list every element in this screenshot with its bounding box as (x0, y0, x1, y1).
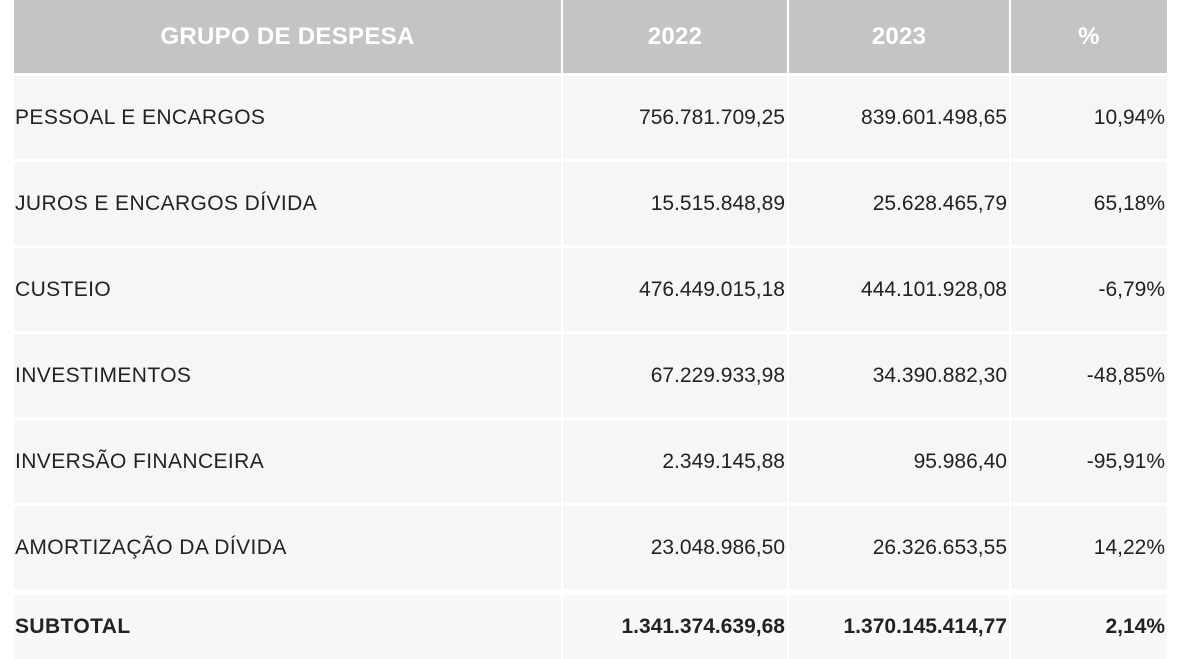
cell-2022: 476.449.015,18 (561, 245, 787, 331)
table-row: PESSOAL E ENCARGOS 756.781.709,25 839.60… (14, 73, 1167, 159)
cell-group: JUROS E ENCARGOS DÍVIDA (14, 159, 561, 245)
cell-2023: 839.601.498,65 (787, 73, 1009, 159)
cell-percent: 14,22% (1009, 503, 1167, 589)
subtotal-label: SUBTOTAL (14, 589, 561, 659)
subtotal-2023: 1.370.145.414,77 (787, 589, 1009, 659)
table-row: CUSTEIO 476.449.015,18 444.101.928,08 -6… (14, 245, 1167, 331)
cell-2022: 23.048.986,50 (561, 503, 787, 589)
cell-2023: 95.986,40 (787, 417, 1009, 503)
header-2022: 2022 (561, 0, 787, 73)
cell-2023: 34.390.882,30 (787, 331, 1009, 417)
cell-2022: 15.515.848,89 (561, 159, 787, 245)
cell-group: PESSOAL E ENCARGOS (14, 73, 561, 159)
cell-2022: 2.349.145,88 (561, 417, 787, 503)
cell-2022: 756.781.709,25 (561, 73, 787, 159)
cell-group: INVESTIMENTOS (14, 331, 561, 417)
table-header: GRUPO DE DESPESA 2022 2023 % (14, 0, 1167, 73)
cell-2023: 25.628.465,79 (787, 159, 1009, 245)
table-row: INVESTIMENTOS 67.229.933,98 34.390.882,3… (14, 331, 1167, 417)
subtotal-2022: 1.341.374.639,68 (561, 589, 787, 659)
subtotal-percent: 2,14% (1009, 589, 1167, 659)
cell-2023: 444.101.928,08 (787, 245, 1009, 331)
cell-group: INVERSÃO FINANCEIRA (14, 417, 561, 503)
table-row: JUROS E ENCARGOS DÍVIDA 15.515.848,89 25… (14, 159, 1167, 245)
cell-2023: 26.326.653,55 (787, 503, 1009, 589)
cell-percent: -6,79% (1009, 245, 1167, 331)
expense-table-container: GRUPO DE DESPESA 2022 2023 % PESSOAL E E… (14, 0, 1167, 659)
cell-percent: 10,94% (1009, 73, 1167, 159)
cell-2022: 67.229.933,98 (561, 331, 787, 417)
header-2023: 2023 (787, 0, 1009, 73)
table-body: PESSOAL E ENCARGOS 756.781.709,25 839.60… (14, 73, 1167, 659)
header-row: GRUPO DE DESPESA 2022 2023 % (14, 0, 1167, 73)
subtotal-row: SUBTOTAL 1.341.374.639,68 1.370.145.414,… (14, 589, 1167, 659)
cell-percent: -48,85% (1009, 331, 1167, 417)
table-row: AMORTIZAÇÃO DA DÍVIDA 23.048.986,50 26.3… (14, 503, 1167, 589)
cell-percent: 65,18% (1009, 159, 1167, 245)
header-group: GRUPO DE DESPESA (14, 0, 561, 73)
table-row: INVERSÃO FINANCEIRA 2.349.145,88 95.986,… (14, 417, 1167, 503)
expense-table: GRUPO DE DESPESA 2022 2023 % PESSOAL E E… (14, 0, 1167, 659)
cell-group: AMORTIZAÇÃO DA DÍVIDA (14, 503, 561, 589)
cell-percent: -95,91% (1009, 417, 1167, 503)
header-percent: % (1009, 0, 1167, 73)
cell-group: CUSTEIO (14, 245, 561, 331)
